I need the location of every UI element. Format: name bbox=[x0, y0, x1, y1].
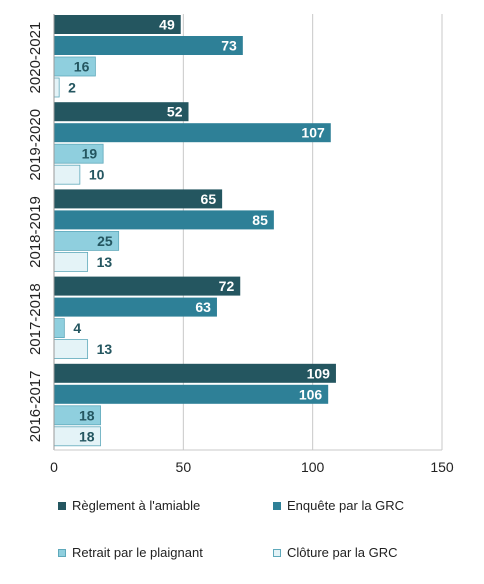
data-label: 85 bbox=[252, 212, 268, 228]
bar bbox=[54, 15, 181, 34]
x-tick-label: 50 bbox=[176, 459, 192, 475]
bar bbox=[54, 276, 241, 296]
category-label: 2017-2018 bbox=[27, 283, 44, 355]
data-label: 63 bbox=[195, 299, 211, 315]
data-label: 109 bbox=[307, 365, 331, 381]
data-label: 4 bbox=[73, 320, 81, 336]
data-label: 10 bbox=[89, 167, 105, 183]
bar bbox=[54, 363, 336, 383]
data-label: 65 bbox=[201, 191, 217, 207]
data-label: 2 bbox=[68, 80, 76, 96]
category-label: 2016-2017 bbox=[27, 371, 44, 443]
bar bbox=[54, 189, 223, 209]
bar bbox=[53, 164, 81, 185]
data-label: 18 bbox=[79, 407, 95, 423]
data-label: 18 bbox=[79, 428, 95, 444]
x-tick-label: 0 bbox=[50, 459, 58, 475]
data-label: 19 bbox=[82, 146, 98, 162]
data-label: 49 bbox=[159, 17, 175, 33]
data-label: 13 bbox=[97, 254, 113, 270]
data-label: 13 bbox=[97, 341, 113, 357]
data-label: 16 bbox=[74, 59, 90, 75]
bar bbox=[54, 36, 243, 55]
data-label: 52 bbox=[167, 104, 183, 120]
bar bbox=[54, 102, 189, 122]
category-label: 2018-2019 bbox=[27, 196, 44, 268]
category-label: 2019-2020 bbox=[27, 109, 44, 181]
bar bbox=[53, 318, 65, 339]
data-label: 25 bbox=[97, 233, 113, 249]
bar bbox=[54, 384, 329, 404]
bar bbox=[53, 339, 89, 360]
data-label: 107 bbox=[301, 125, 325, 141]
bar bbox=[54, 297, 217, 317]
data-label: 106 bbox=[299, 386, 323, 402]
bar bbox=[53, 251, 89, 272]
x-tick-label: 150 bbox=[430, 459, 454, 475]
bar bbox=[54, 210, 274, 230]
data-label: 72 bbox=[219, 278, 235, 294]
x-tick-label: 100 bbox=[301, 459, 325, 475]
category-label: 2020-2021 bbox=[27, 22, 44, 94]
bar bbox=[53, 77, 60, 98]
bar bbox=[54, 123, 331, 143]
data-label: 73 bbox=[221, 38, 237, 54]
